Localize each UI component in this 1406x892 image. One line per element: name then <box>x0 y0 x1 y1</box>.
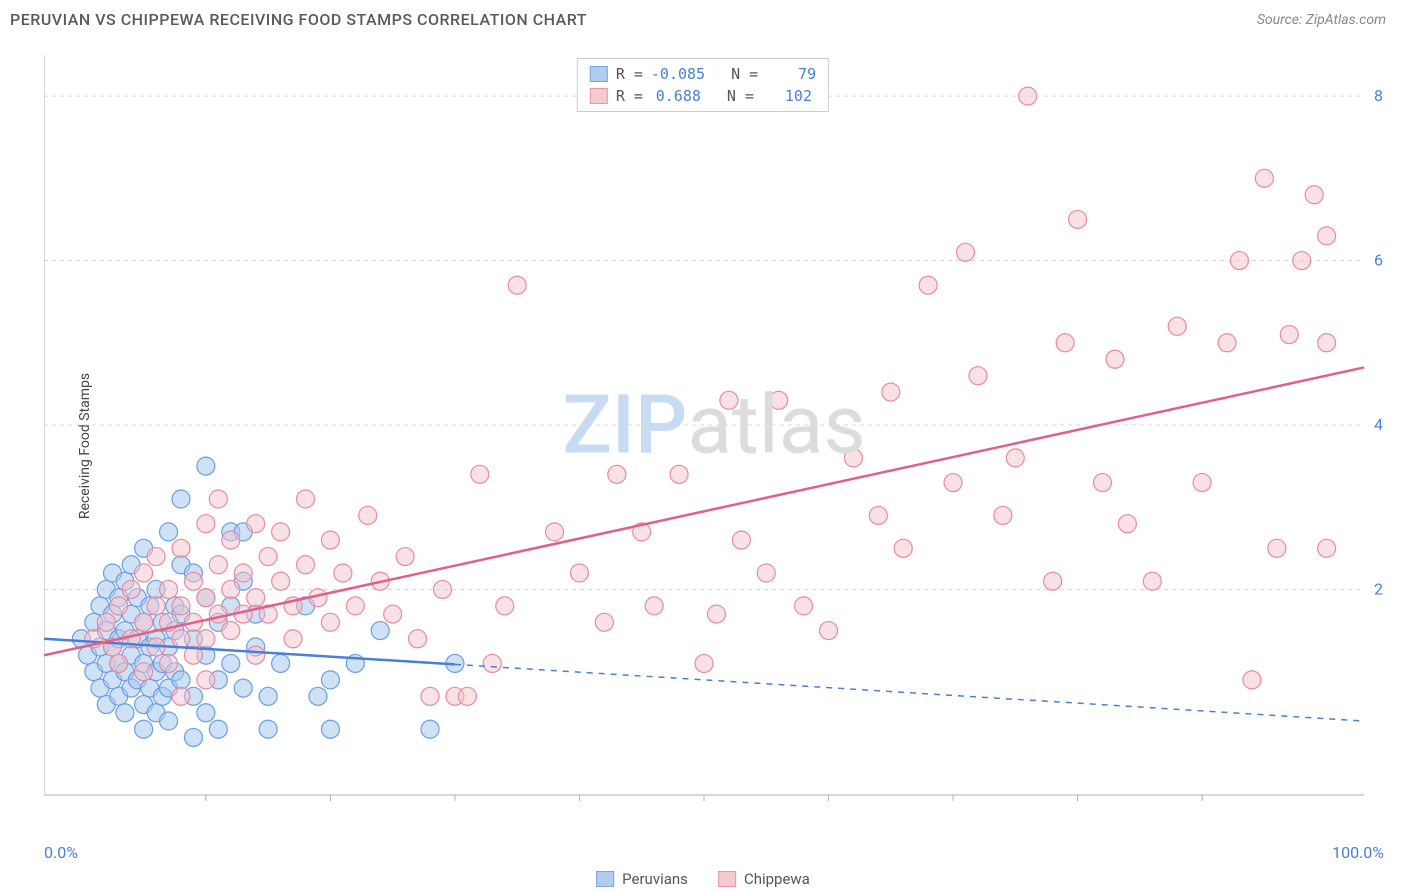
x-axis-max-label: 100.0% <box>1332 843 1384 862</box>
legend-label-series2: Chippewa <box>744 870 810 888</box>
source-attribution: Source: ZipAtlas.com <box>1257 12 1386 28</box>
n-value-series1: 79 <box>766 65 816 83</box>
svg-text:80.0%: 80.0% <box>1374 86 1384 105</box>
r-value-series2: 0.688 <box>651 87 701 105</box>
n-label: N = <box>727 87 754 105</box>
legend-swatch-series1 <box>596 871 614 887</box>
stats-row-series2: R = 0.688 N = 102 <box>590 85 816 107</box>
n-value-series2: 102 <box>762 87 812 105</box>
r-label: R = <box>616 87 643 105</box>
legend-item-series2: Chippewa <box>718 870 810 888</box>
stats-row-series1: R = -0.085 N = 79 <box>590 63 816 85</box>
svg-text:60.0%: 60.0% <box>1374 251 1384 270</box>
r-value-series1: -0.085 <box>651 65 705 83</box>
swatch-series1 <box>590 66 608 82</box>
swatch-series2 <box>590 88 608 104</box>
chart-container: ZIPatlas 20.0%40.0%60.0%80.0% <box>44 55 1384 815</box>
legend-label-series1: Peruvians <box>622 870 688 888</box>
legend-swatch-series2 <box>718 871 736 887</box>
x-axis-min-label: 0.0% <box>44 843 78 862</box>
scatter-chart: 20.0% 40.0% 60.0% 80.0% <box>44 55 1384 815</box>
n-label: N = <box>731 65 758 83</box>
r-label: R = <box>616 65 643 83</box>
chart-title: PERUVIAN VS CHIPPEWA RECEIVING FOOD STAM… <box>10 10 587 29</box>
legend-item-series1: Peruvians <box>596 870 688 888</box>
correlation-stats-box: R = -0.085 N = 79 R = 0.688 N = 102 <box>577 58 829 112</box>
legend: Peruvians Chippewa <box>596 870 810 888</box>
svg-text:40.0%: 40.0% <box>1374 415 1384 434</box>
svg-text:20.0%: 20.0% <box>1374 579 1384 598</box>
